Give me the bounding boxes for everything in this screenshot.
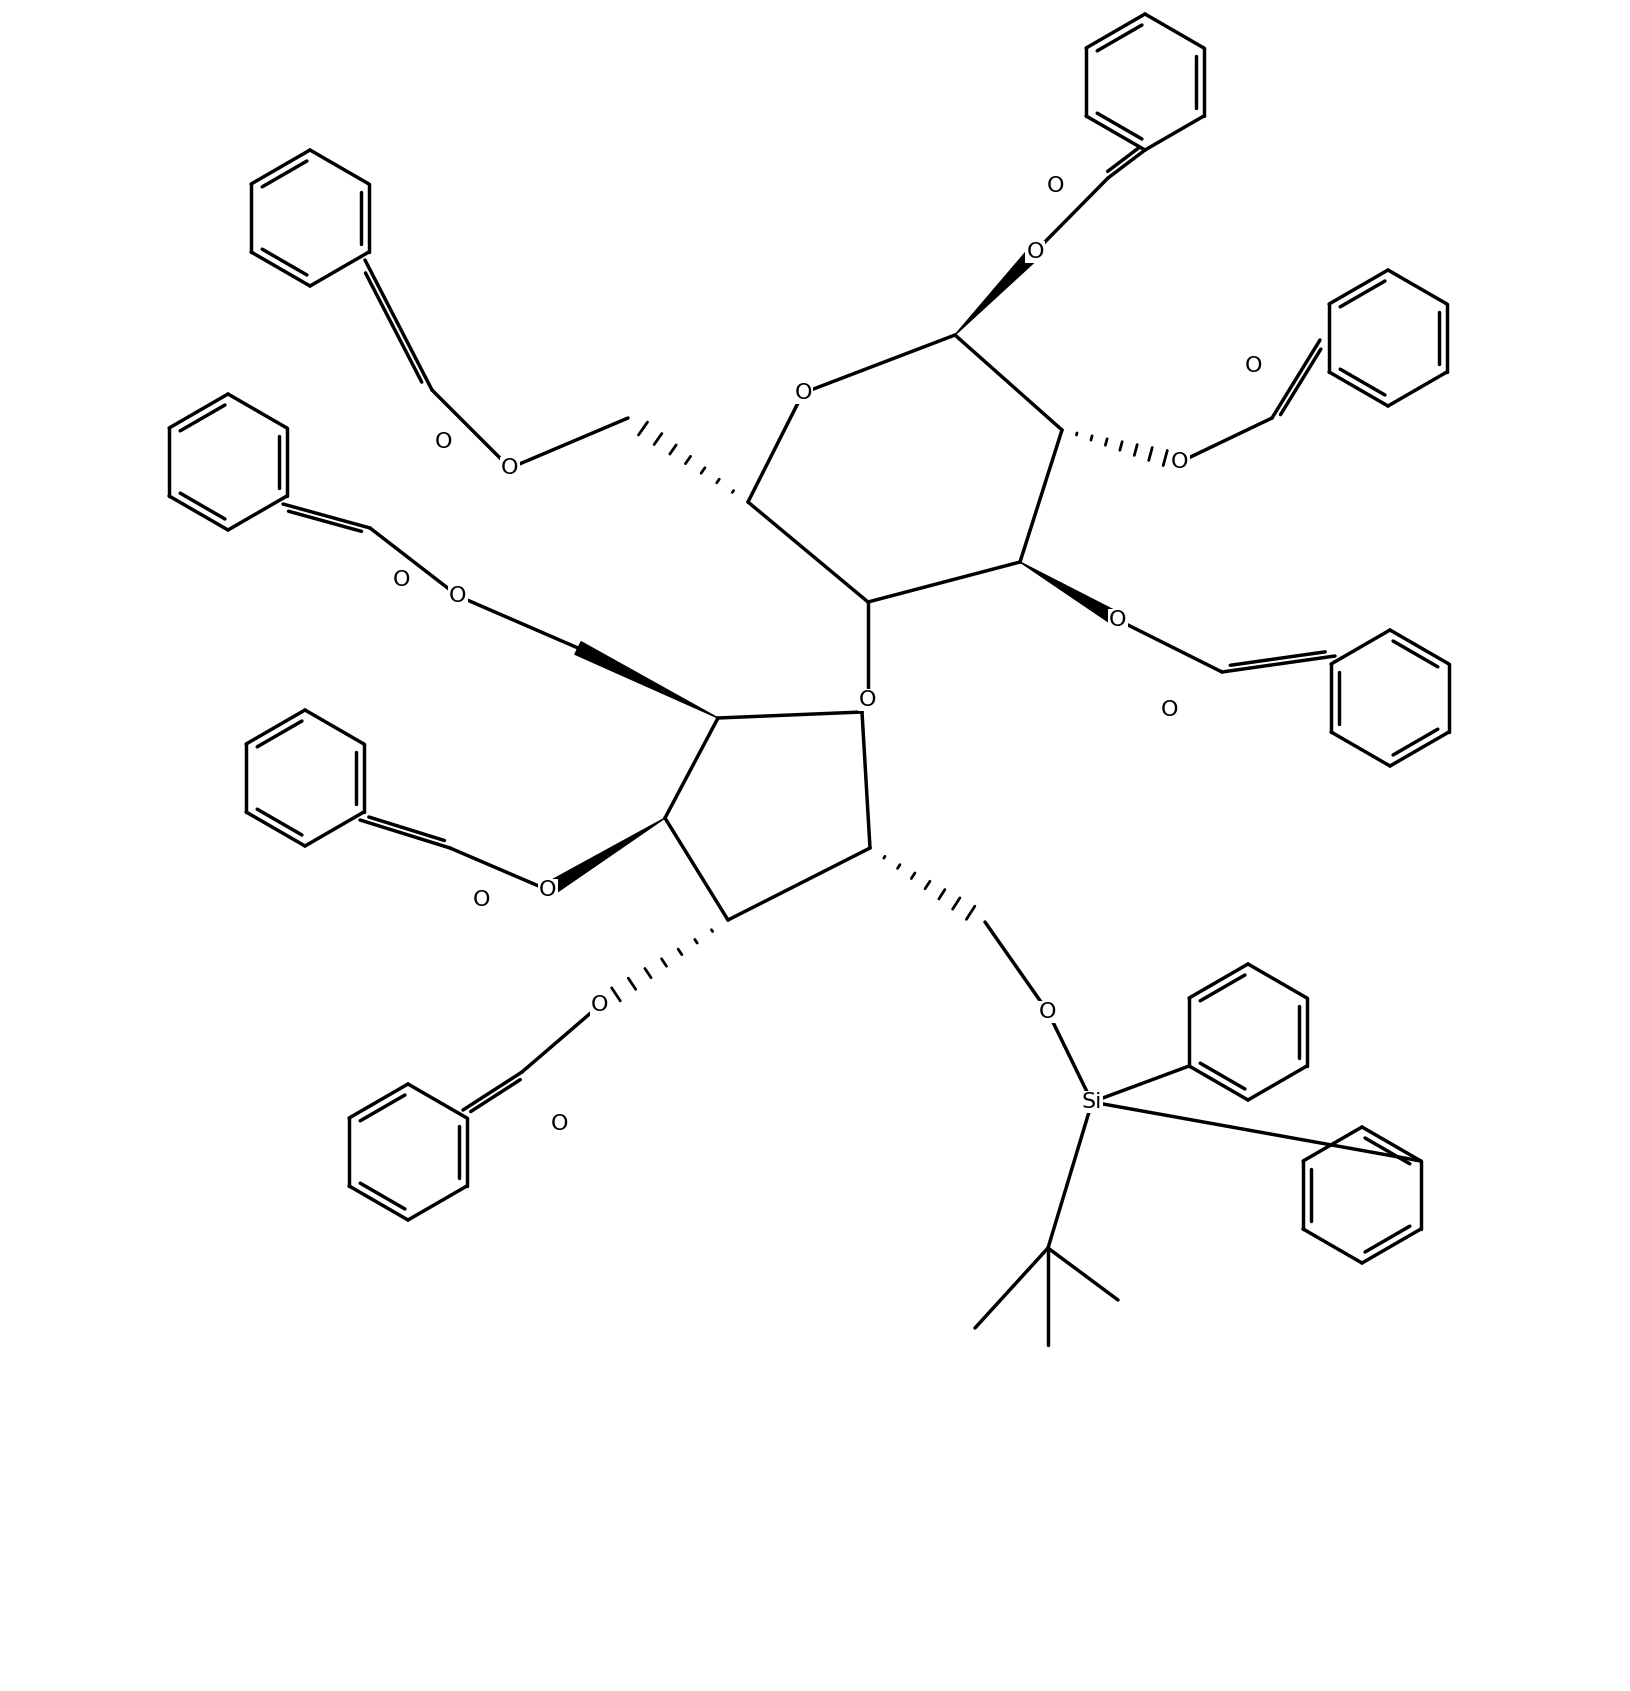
Text: O: O — [473, 889, 491, 910]
Text: O: O — [502, 458, 518, 479]
Text: O: O — [540, 879, 557, 900]
Text: O: O — [393, 570, 411, 590]
Polygon shape — [1020, 561, 1121, 626]
Text: O: O — [1245, 357, 1263, 375]
Text: O: O — [551, 1114, 569, 1135]
Text: O: O — [1027, 242, 1043, 262]
Text: O: O — [1046, 176, 1064, 196]
Text: O: O — [859, 690, 877, 710]
Polygon shape — [575, 643, 717, 719]
Polygon shape — [955, 247, 1040, 335]
Text: O: O — [794, 382, 812, 402]
Text: O: O — [592, 994, 608, 1015]
Text: O: O — [1172, 451, 1188, 472]
Text: Si: Si — [1082, 1092, 1102, 1113]
Text: O: O — [435, 431, 453, 451]
Text: O: O — [1040, 1003, 1056, 1021]
Text: O: O — [1110, 610, 1126, 631]
Text: O: O — [450, 587, 466, 605]
Polygon shape — [544, 818, 665, 896]
Text: O: O — [1161, 700, 1178, 720]
